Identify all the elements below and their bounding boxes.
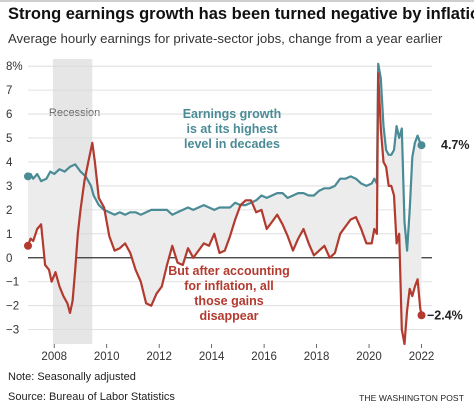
nominal-annotation-line: is at its highest [187, 122, 279, 136]
footnote: Note: Seasonally adjusted [8, 371, 136, 383]
recession-label: Recession [49, 107, 100, 119]
chart-title: Strong earnings growth has been turned n… [8, 5, 474, 23]
x-tick-label: 2020 [356, 351, 382, 363]
x-tick-label: 2018 [304, 351, 330, 363]
y-tick-label: −1 [6, 277, 19, 289]
nominal-annotation-line: Earnings growth [183, 107, 282, 121]
real-annotation-line: those gains [194, 294, 264, 308]
y-tick-label: −2 [6, 301, 19, 313]
x-tick-label: 2008 [41, 351, 67, 363]
nominal-end-label: 4.7% [441, 138, 470, 152]
y-tick-label: 8% [6, 61, 23, 73]
x-tick-label: 2012 [146, 351, 172, 363]
real-annotation-line: But after accounting [168, 264, 290, 278]
nominal-annotation-line: level in decades [184, 137, 280, 151]
nominal-end-dot [417, 141, 426, 150]
y-tick-label: 1 [6, 229, 12, 241]
x-tick-label: 2010 [94, 351, 120, 363]
real-end-dot [417, 311, 426, 320]
real-annotation-line: for inflation, all [184, 279, 274, 293]
nominal-earnings-line [27, 62, 423, 252]
x-tick-label: 2022 [409, 351, 435, 363]
nominal-start-dot [24, 172, 32, 181]
y-tick-label: 0 [6, 253, 12, 265]
y-tick-label: 3 [6, 181, 12, 193]
chart-subtitle: Average hourly earnings for private-sect… [8, 31, 443, 46]
x-tick-label: 2016 [251, 351, 277, 363]
y-tick-label: −3 [6, 325, 19, 337]
gap-shading [28, 63, 422, 344]
publisher-credit: THE WASHINGTON POST [359, 393, 464, 403]
y-tick-label: 6 [6, 109, 12, 121]
real-earnings-line [26, 72, 423, 346]
y-tick-label: 4 [6, 157, 13, 169]
real-annotation-line: disappear [199, 309, 258, 323]
y-tick-label: 5 [6, 133, 12, 145]
real-end-label: −2.4% [427, 308, 463, 322]
x-tick-label: 2014 [199, 351, 225, 363]
y-tick-label: 7 [6, 85, 12, 97]
real-start-dot [24, 241, 32, 250]
y-tick-label: 2 [6, 205, 12, 217]
top-rule [0, 0, 474, 2]
source-credit: Source: Bureau of Labor Statistics [8, 391, 175, 403]
